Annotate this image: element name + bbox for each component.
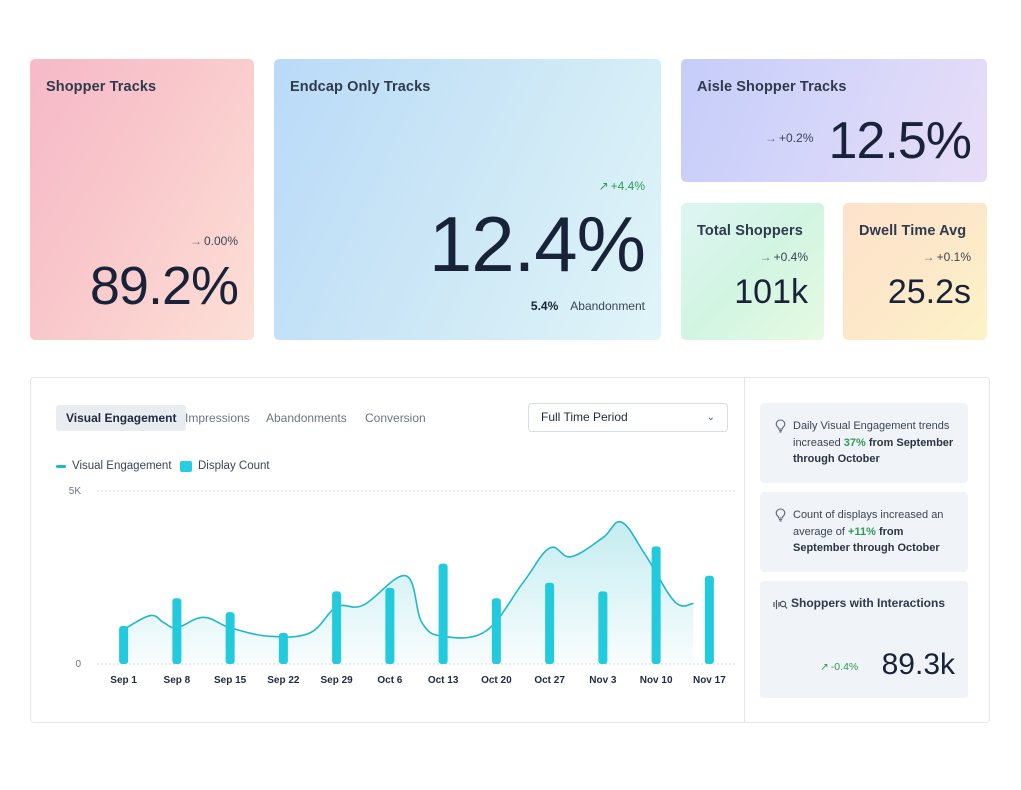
x-tick-label: Sep 15 (214, 675, 247, 686)
bar-sep-22 (278, 632, 288, 664)
bar-sep-8 (172, 598, 182, 664)
bar-nov-10 (651, 546, 661, 664)
line-swatch (56, 464, 66, 468)
lightbulb-icon (775, 419, 786, 433)
delta-value: 0.00% (203, 234, 238, 248)
delta-value: +0.2% (779, 131, 814, 145)
insight-highlight: +11% (848, 525, 876, 538)
insight-text: Daily Visual Engagement trends increased… (793, 420, 954, 465)
arrow-right-icon: → (922, 250, 935, 264)
card-title: Dwell Time Avg (859, 223, 967, 239)
bar-oct-20 (491, 598, 501, 664)
lightbulb-icon (775, 508, 786, 522)
delta-indicator: → +0.4% (760, 250, 808, 264)
card-title: Total Shoppers (697, 223, 803, 239)
abandonment-line: 5.4% Abandonment (531, 299, 645, 313)
legend-label: Display Count (198, 460, 270, 472)
shopper-tracks-card: Shopper Tracks → 0.00% 89.2% (30, 59, 254, 340)
delta-indicator: ↗ -0.4% (820, 661, 858, 673)
engagement-chart: 5K 0 Sep 1 Sep 8 Sep 15 Sep 22 Sep 29 Oct 6 Oct … (69, 486, 736, 686)
insight-card-displays: Count of displays increased an average o… (760, 492, 968, 572)
kpi-value: 12.5% (828, 112, 972, 170)
trend-up-icon: ↗ (820, 661, 829, 673)
audio-search-icon (773, 600, 788, 609)
time-period-value: Full Time Period (541, 410, 628, 424)
bar-sep-15 (225, 612, 235, 664)
legend-label: Visual Engagement (72, 460, 172, 472)
x-tick-label: Sep 22 (267, 675, 300, 686)
kpi-value: 12.4% (428, 200, 646, 288)
x-tick-label: Sep 1 (110, 675, 137, 686)
time-period-select[interactable]: Full Time Period ⌄ (528, 403, 728, 432)
total-shoppers-card: Total Shoppers → +0.4% 101k (681, 203, 824, 340)
kpi-value: 101k (734, 273, 808, 311)
dwell-time-avg-card: Dwell Time Avg → +0.1% 25.2s (843, 203, 987, 340)
engagement-panel: Visual Engagement Impressions Abandonmen… (30, 377, 990, 723)
insight-text: Count of displays increased an average o… (793, 509, 944, 554)
tab-abandonments[interactable]: Abandonments (266, 411, 347, 425)
x-tick-label: Oct 27 (534, 675, 565, 686)
aisle-shopper-tracks-card: Aisle Shopper Tracks → +0.2% 12.5% (681, 59, 987, 182)
x-tick-label: Sep 29 (321, 675, 354, 686)
tab-visual-engagement[interactable]: Visual Engagement (56, 405, 187, 431)
legend-visual-engagement: Visual Engagement (56, 460, 172, 472)
x-tick-label: Oct 20 (481, 675, 512, 686)
shoppers-with-interactions-card: Shoppers with Interactions ↗ -0.4% 89.3k (760, 581, 968, 698)
x-tick-label: Nov 3 (589, 675, 617, 686)
bar-sep-29 (332, 591, 342, 664)
abandonment-label: Abandonment (570, 299, 645, 313)
x-tick-label: Sep 8 (164, 675, 191, 686)
delta-value: +0.4% (773, 250, 808, 264)
tab-conversion[interactable]: Conversion (365, 411, 426, 425)
bar-nov-3 (598, 591, 608, 664)
delta-indicator: ↗ +4.4% (599, 179, 645, 193)
delta-value: -0.4% (830, 661, 859, 673)
x-tick-label: Oct 13 (428, 675, 459, 686)
bar-oct-27 (545, 582, 555, 664)
card-title: Aisle Shopper Tracks (697, 79, 847, 95)
bar-oct-6 (385, 587, 395, 664)
endcap-only-tracks-card: Endcap Only Tracks ↗ +4.4% 12.4% 5.4% Aban… (274, 59, 661, 340)
insight-card-engagement: Daily Visual Engagement trends increased… (760, 403, 968, 483)
arrow-right-icon: → (765, 131, 777, 145)
insight-highlight: 37% (843, 436, 866, 449)
abandonment-value: 5.4% (530, 299, 559, 313)
trend-up-icon: ↗ (598, 179, 609, 193)
card-title: Endcap Only Tracks (290, 79, 431, 95)
tab-impressions[interactable]: Impressions (185, 411, 250, 425)
delta-indicator: → 0.00% (190, 234, 238, 248)
kpi-value: 89.2% (89, 256, 239, 316)
delta-indicator: → +0.2% (765, 131, 813, 145)
chevron-down-icon: ⌄ (706, 412, 715, 423)
y-tick-label: 0 (75, 659, 81, 670)
bar-nov-17 (704, 575, 714, 664)
engagement-line (123, 520, 694, 639)
delta-value: +4.4% (610, 179, 645, 193)
bar-swatch (180, 460, 192, 472)
legend-display-count: Display Count (180, 460, 270, 472)
arrow-right-icon: → (759, 250, 772, 264)
interactions-title: Shoppers with Interactions (791, 596, 946, 610)
bar-oct-13 (438, 563, 448, 664)
card-title: Shopper Tracks (46, 79, 157, 95)
panel-divider (744, 378, 745, 722)
arrow-right-icon: → (189, 234, 202, 248)
x-tick-label: Nov 17 (693, 675, 726, 686)
bar-sep-1 (119, 625, 129, 664)
delta-indicator: → +0.1% (923, 250, 971, 264)
delta-value: +0.1% (936, 250, 971, 264)
x-tick-label: Oct 6 (377, 675, 402, 686)
y-tick-label: 5K (69, 486, 82, 497)
x-tick-label: Nov 10 (640, 675, 673, 686)
interactions-value: 89.3k (881, 648, 955, 681)
engagement-area (123, 521, 694, 664)
kpi-value: 25.2s (887, 273, 971, 311)
